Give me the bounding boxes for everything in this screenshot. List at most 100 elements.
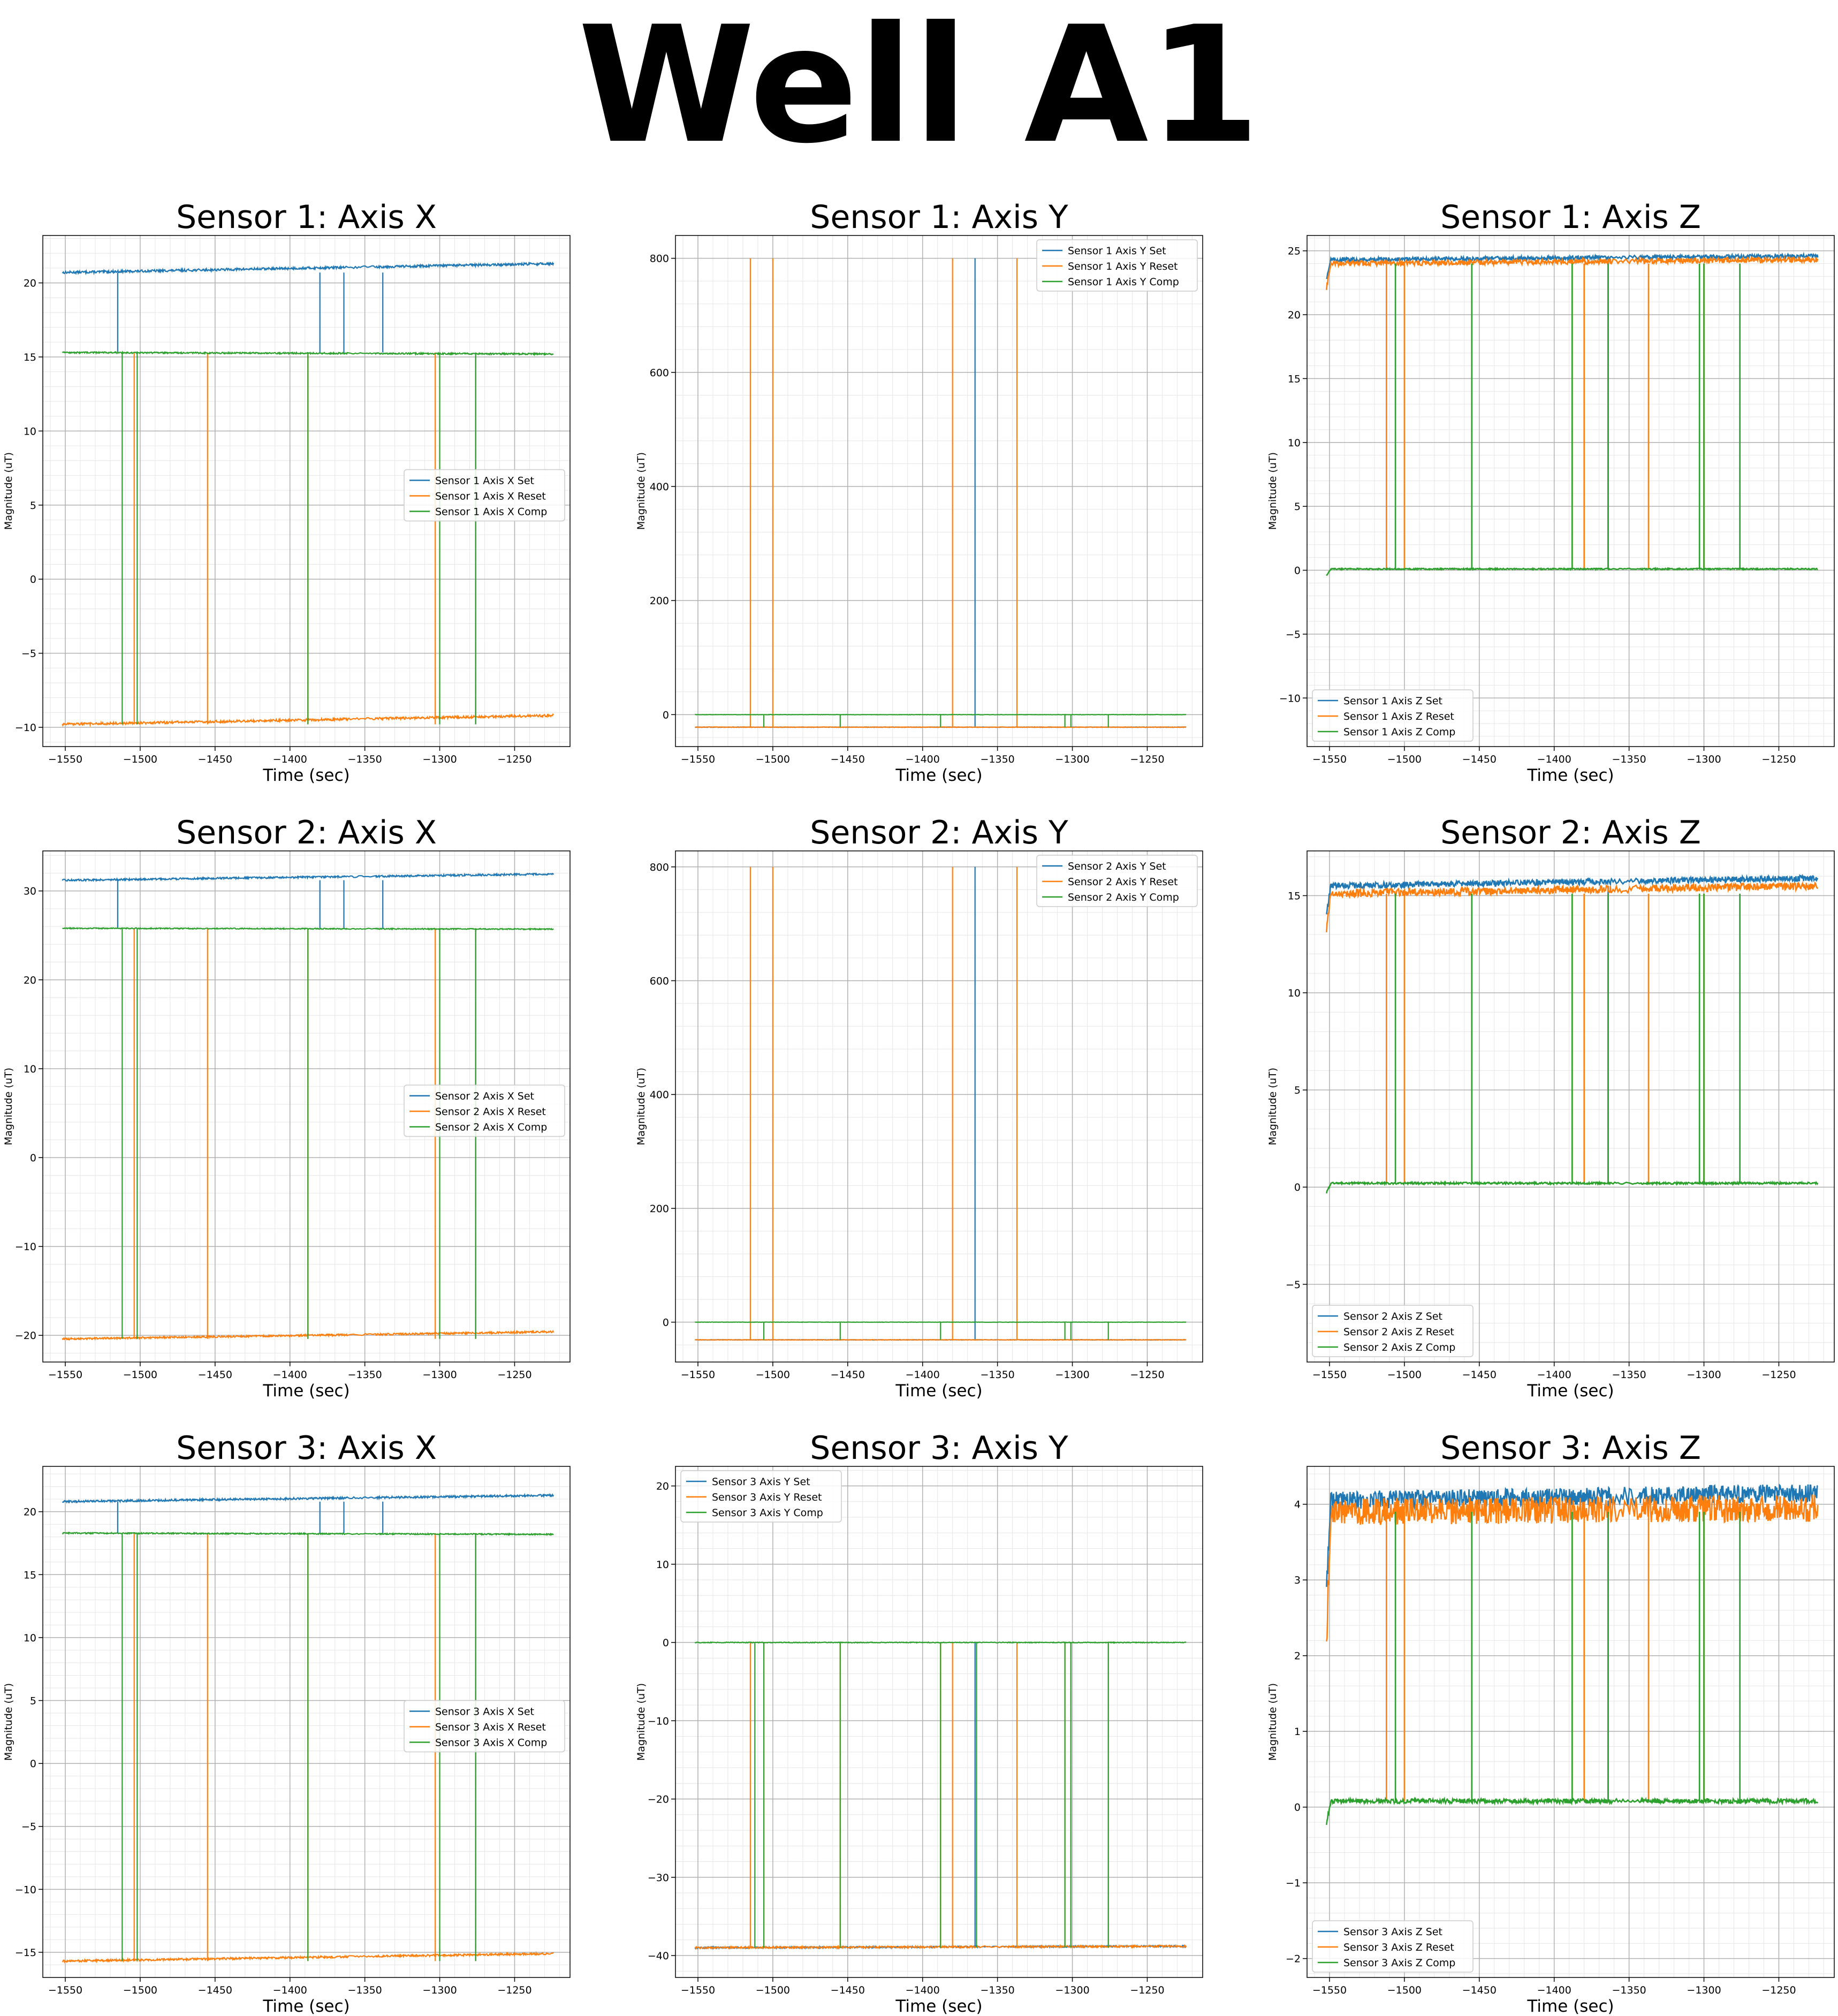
y-tick-label: 1 xyxy=(1294,1726,1301,1738)
y-tick-label: 800 xyxy=(650,253,669,265)
series-line-set xyxy=(62,1493,555,1533)
series-line-comp xyxy=(695,713,1187,727)
y-tick-label: 2 xyxy=(1294,1650,1301,1662)
legend: Sensor 2 Axis Y Set Sensor 2 Axis Y Reset… xyxy=(1036,855,1198,907)
legend-entry: Sensor 1 Axis X Set xyxy=(435,475,534,487)
x-tick-label: −1350 xyxy=(347,754,382,765)
legend-entry: Sensor 2 Axis Y Set xyxy=(1068,861,1166,872)
y-tick-label: 20 xyxy=(1288,309,1301,321)
legend-entry: Sensor 2 Axis X Comp xyxy=(435,1122,547,1133)
y-tick-label: −10 xyxy=(1279,693,1301,704)
legend-entry: Sensor 3 Axis Y Set xyxy=(712,1476,810,1488)
x-tick-label: −1300 xyxy=(1687,1984,1721,1996)
x-tick-label: −1250 xyxy=(1130,1984,1164,1996)
x-tick-label: −1400 xyxy=(1537,1369,1571,1381)
subplot-title: Sensor 1: Axis Z xyxy=(1440,199,1701,236)
x-axis-label: Time (sec) xyxy=(1526,1381,1614,1401)
axes-frame xyxy=(42,850,571,1363)
legend-entry: Sensor 2 Axis Y Comp xyxy=(1068,892,1179,903)
legend-entry: Sensor 3 Axis Z Set xyxy=(1343,1926,1442,1938)
y-tick-label: −15 xyxy=(15,1947,36,1959)
legend-entry: Sensor 2 Axis X Reset xyxy=(435,1106,546,1118)
y-tick-label: 30 xyxy=(24,886,36,897)
legend-box xyxy=(404,1084,565,1137)
legend-entry: Sensor 2 Axis X Set xyxy=(435,1091,534,1102)
y-axis-label: Magnitude (uT) xyxy=(1267,1068,1279,1145)
x-tick-label: −1300 xyxy=(1055,754,1089,765)
y-tick-label: −20 xyxy=(15,1330,36,1342)
x-tick-label: −1350 xyxy=(1612,1984,1646,1996)
x-axis-label: Time (sec) xyxy=(262,1381,350,1401)
x-tick-label: −1500 xyxy=(123,754,157,765)
y-tick-label: 5 xyxy=(30,500,36,512)
x-axis-label: Time (sec) xyxy=(895,1997,982,2016)
x-axis-label: Time (sec) xyxy=(262,766,350,785)
legend: Sensor 3 Axis Y Set Sensor 3 Axis Y Reset… xyxy=(680,1470,842,1523)
y-tick-label: 0 xyxy=(663,709,669,721)
legend-entry: Sensor 1 Axis Y Reset xyxy=(1068,261,1178,272)
y-axis-label: Magnitude (uT) xyxy=(3,1683,14,1761)
x-tick-label: −1400 xyxy=(273,754,307,765)
x-axis-label: Time (sec) xyxy=(895,1381,982,1401)
x-tick-label: −1550 xyxy=(681,1369,715,1381)
legend-entry: Sensor 3 Axis X Comp xyxy=(435,1737,547,1749)
subplot-title: Sensor 1: Axis Y xyxy=(810,199,1068,236)
subplot-6: −1550 −1500 −1450 −1400 −1350 −1300 −1250 −5 0 5 1… xyxy=(1267,814,1835,1401)
y-tick-label: −10 xyxy=(648,1715,669,1727)
series-line-comp xyxy=(1326,1511,1819,1825)
subplot-8: −1550 −1500 −1450 −1400 −1350 −1300 −1250 −40 −3… xyxy=(635,1429,1203,2016)
x-axis-label: Time (sec) xyxy=(1526,766,1614,785)
axes-frame xyxy=(1307,1466,1835,1978)
x-tick-label: −1400 xyxy=(273,1984,307,1996)
axes-frame xyxy=(675,850,1203,1363)
y-tick-label: 200 xyxy=(650,1203,669,1215)
y-tick-label: 0 xyxy=(1294,1802,1301,1814)
legend: Sensor 2 Axis Z Set Sensor 2 Axis Z Reset… xyxy=(1312,1305,1474,1357)
series-line-comp xyxy=(1326,263,1818,576)
x-tick-label: −1250 xyxy=(1130,754,1164,765)
x-tick-label: −1500 xyxy=(1387,754,1422,765)
x-axis-label: Time (sec) xyxy=(895,766,982,785)
x-tick-label: −1400 xyxy=(906,1369,940,1381)
series-line-comp xyxy=(695,1321,1187,1340)
y-tick-label: −40 xyxy=(648,1950,669,1962)
y-tick-label: 10 xyxy=(656,1559,669,1571)
y-tick-label: 3 xyxy=(1294,1574,1301,1586)
x-tick-label: −1500 xyxy=(1387,1369,1422,1381)
y-tick-label: 10 xyxy=(1288,987,1301,999)
series-line-comp xyxy=(62,926,554,1339)
y-axis-label: Magnitude (uT) xyxy=(635,452,647,530)
y-tick-label: 800 xyxy=(650,862,669,873)
x-axis-label: Time (sec) xyxy=(262,1997,350,2016)
x-tick-label: −1550 xyxy=(48,754,82,765)
axes-frame xyxy=(1307,850,1835,1363)
y-tick-label: 0 xyxy=(30,574,36,585)
series-line-comp xyxy=(1326,893,1819,1194)
legend-box xyxy=(404,469,565,522)
y-tick-label: 15 xyxy=(24,352,36,363)
y-tick-label: 10 xyxy=(24,425,36,437)
y-tick-label: 20 xyxy=(24,278,36,290)
legend-box xyxy=(1312,1920,1474,1973)
x-tick-label: −1250 xyxy=(1130,1369,1164,1381)
x-tick-label: −1300 xyxy=(1055,1984,1089,1996)
legend-entry: Sensor 3 Axis Y Comp xyxy=(712,1507,823,1519)
y-tick-label: 400 xyxy=(650,481,669,493)
x-tick-label: −1450 xyxy=(1462,754,1497,765)
y-tick-label: 5 xyxy=(1294,1085,1301,1097)
x-tick-label: −1350 xyxy=(347,1369,382,1381)
axes-frame xyxy=(42,235,571,747)
y-tick-label: −10 xyxy=(15,1884,36,1896)
legend-entry: Sensor 2 Axis Z Comp xyxy=(1343,1342,1455,1353)
y-tick-label: 20 xyxy=(24,975,36,986)
x-tick-label: −1300 xyxy=(1687,1369,1721,1381)
x-tick-label: −1450 xyxy=(1462,1369,1497,1381)
legend-entry: Sensor 1 Axis Y Set xyxy=(1068,245,1166,257)
legend: Sensor 1 Axis Z Set Sensor 1 Axis Z Reset… xyxy=(1312,689,1474,742)
x-tick-label: −1450 xyxy=(831,754,865,765)
subplot-title: Sensor 2: Axis Z xyxy=(1440,814,1701,851)
axes-frame xyxy=(675,1466,1203,1978)
legend-entry: Sensor 2 Axis Y Reset xyxy=(1068,876,1178,888)
x-tick-label: −1500 xyxy=(123,1984,157,1996)
